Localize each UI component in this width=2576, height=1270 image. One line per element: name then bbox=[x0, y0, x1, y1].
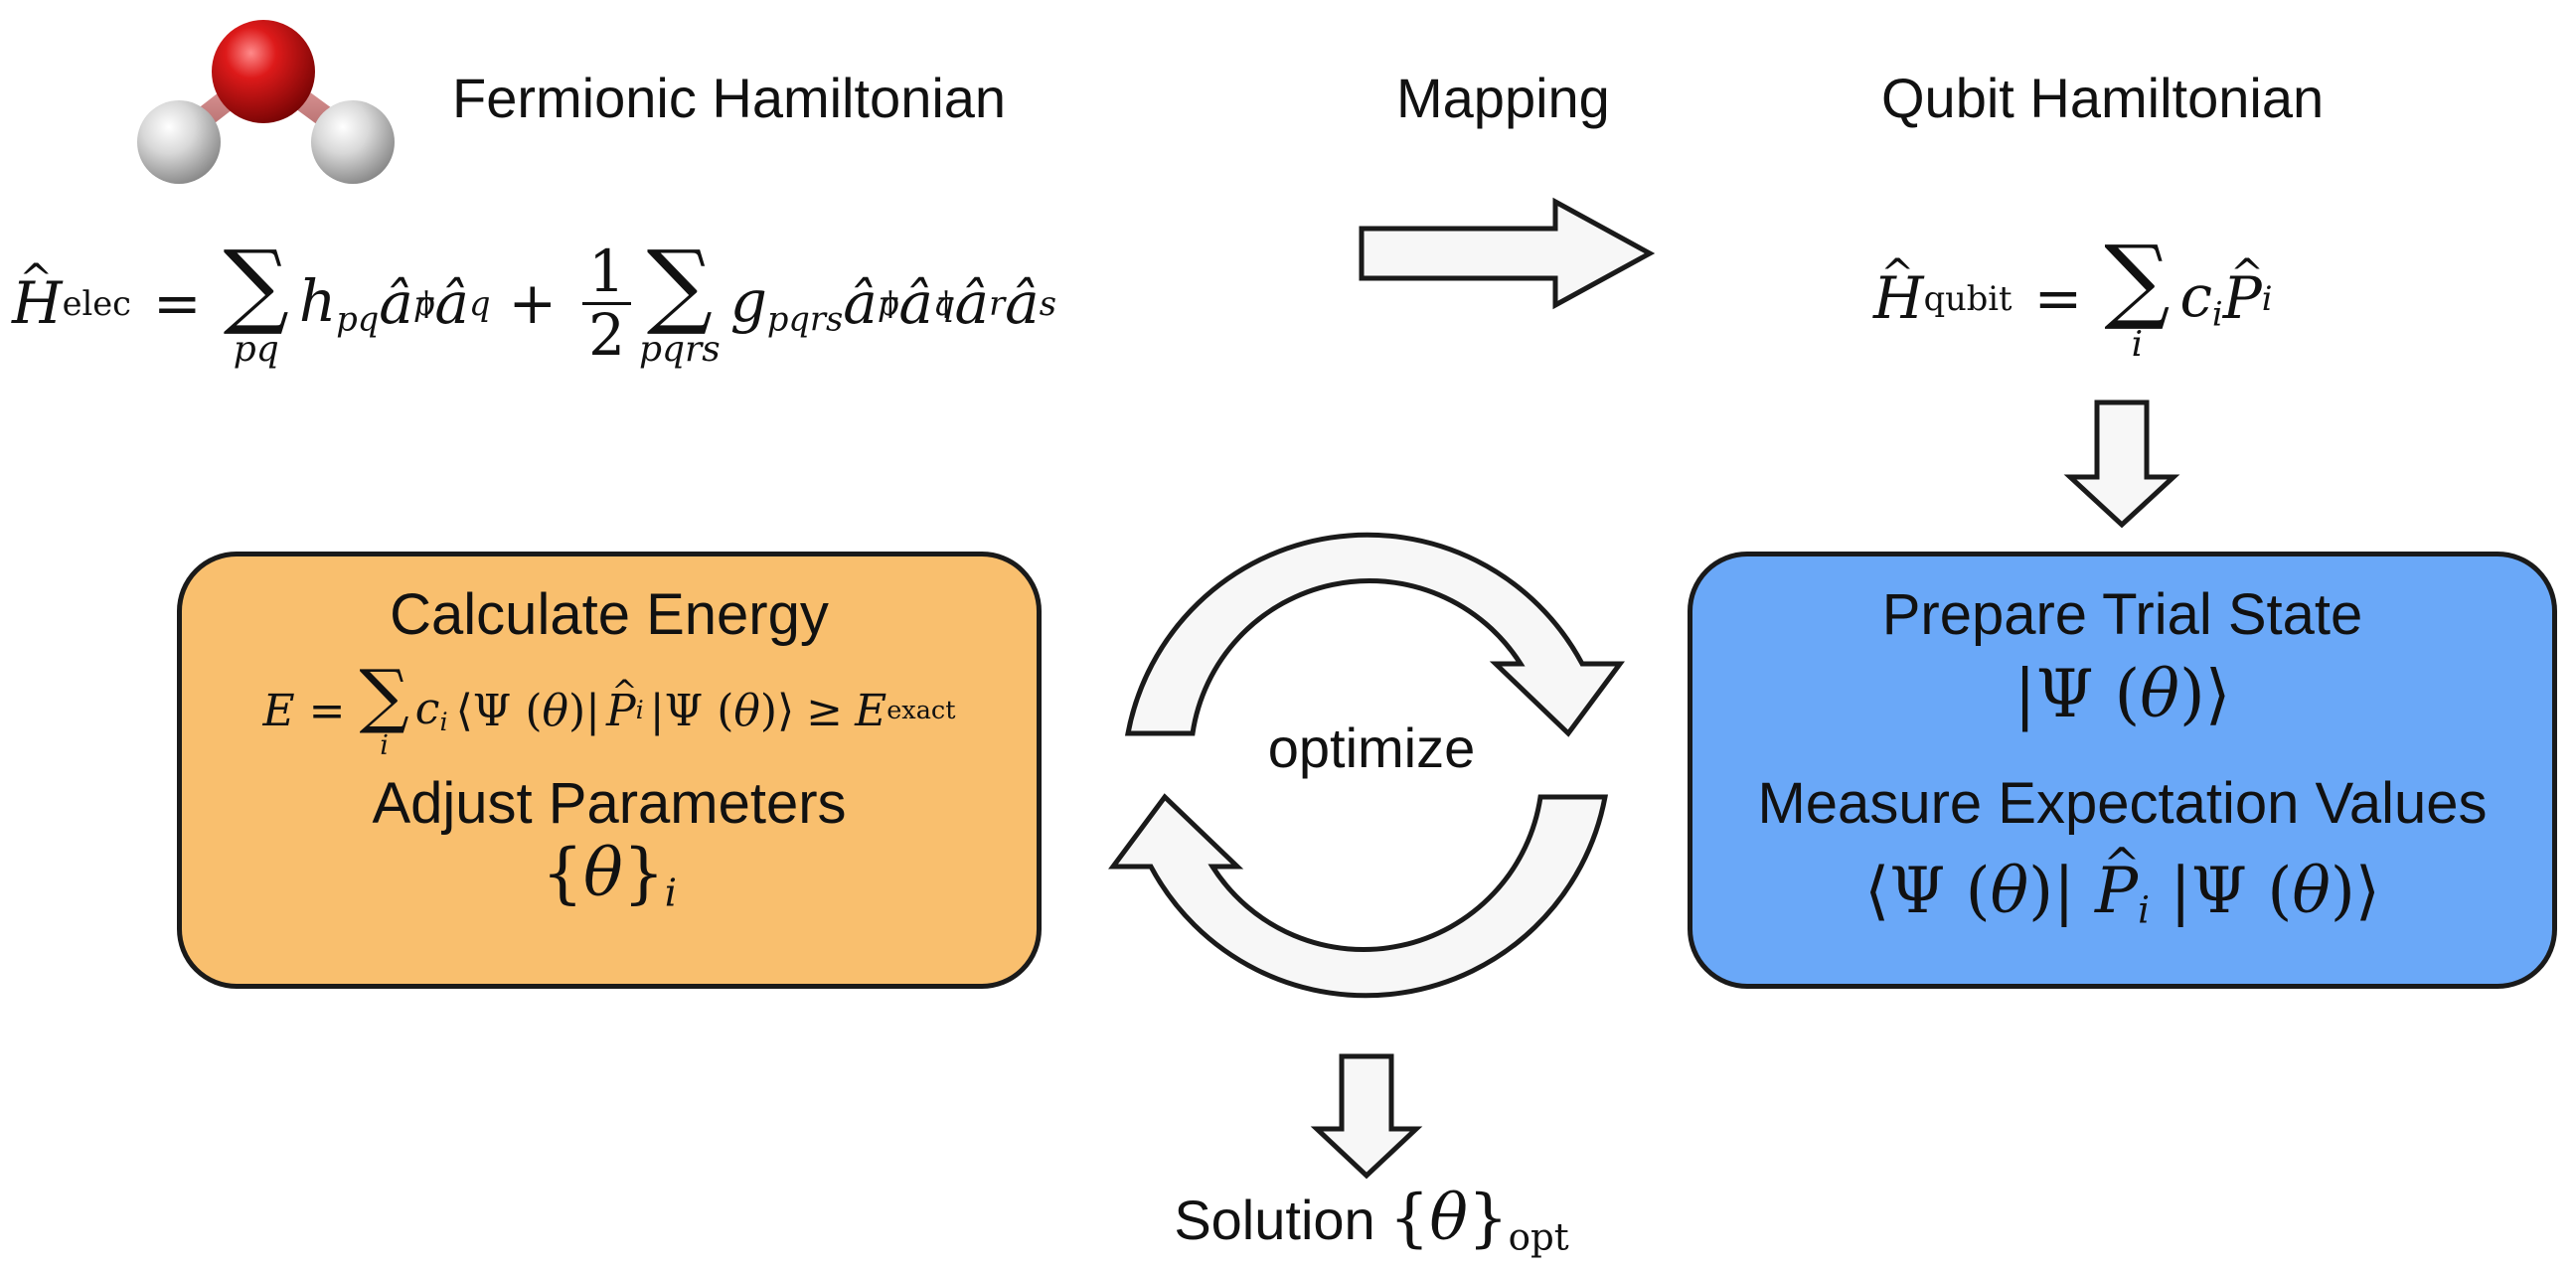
theta-optimal-set: {θ}opt bbox=[1388, 1181, 1569, 1259]
solution-row: Solution {θ}opt bbox=[994, 1178, 1749, 1262]
sum-pq: ∑ pq bbox=[223, 230, 289, 371]
water-molecule-icon bbox=[137, 20, 395, 184]
measure-expectation-values-label: Measure Expectation Values bbox=[1757, 771, 2488, 836]
qubit-hamiltonian-label: Qubit Hamiltonian bbox=[1881, 67, 2325, 129]
theta-parameter-set: {θ}i bbox=[542, 835, 677, 916]
elec-subscript: elec bbox=[62, 283, 131, 323]
solution-label: Solution bbox=[1174, 1189, 1375, 1251]
down-arrow-to-quantum-box bbox=[2063, 399, 2180, 529]
qubit-subscript: qubit bbox=[1923, 278, 2012, 318]
h-hat-qubit-symbol: ^ H bbox=[1873, 248, 1924, 332]
trial-state-ket: |Ψ (θ)⟩ bbox=[2013, 656, 2231, 732]
prepare-trial-state-label: Prepare Trial State bbox=[1881, 582, 2363, 647]
sum-i: ∑ i bbox=[2104, 225, 2171, 366]
expectation-value-braket: ⟨Ψ (θ)| ^ Pi |Ψ (θ)⟩ bbox=[1864, 837, 2380, 932]
cycle-arrow-bottom bbox=[1108, 793, 1609, 999]
energy-sum-i: ∑ i bbox=[359, 655, 409, 762]
classical-optimizer-box bbox=[177, 552, 1042, 989]
mapping-label: Mapping bbox=[1396, 67, 1610, 129]
calculate-energy-label: Calculate Energy bbox=[390, 582, 829, 647]
optimize-label: optimize bbox=[1267, 716, 1476, 779]
quantum-processor-box bbox=[1688, 552, 2557, 989]
fermionic-hamiltonian-label: Fermionic Hamiltonian bbox=[452, 67, 1007, 129]
cycle-arrow-top bbox=[1124, 532, 1625, 737]
mapping-arrow bbox=[1359, 197, 1656, 310]
sum-pqrs: ∑ pqrs bbox=[639, 230, 721, 371]
optimize-cycle-arrows bbox=[1108, 532, 1625, 999]
down-arrow-to-solution bbox=[1310, 1053, 1423, 1180]
adjust-parameters-label: Adjust Parameters bbox=[372, 771, 847, 836]
h-hat-symbol: ^ H bbox=[12, 253, 63, 337]
